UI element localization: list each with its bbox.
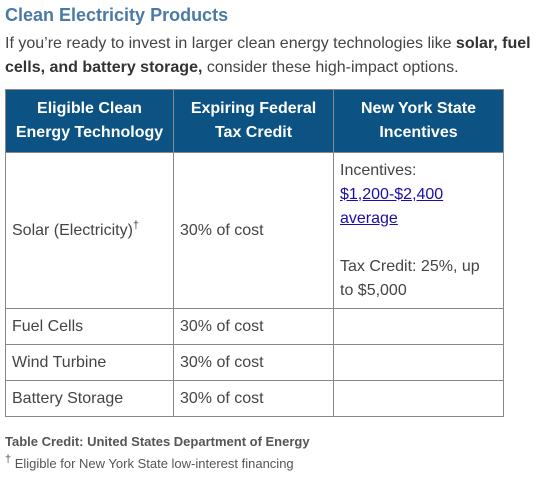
- cell-incentives: Incentives: $1,200-$2,400 average Tax Cr…: [333, 152, 504, 309]
- cell-tax-credit: 30% of cost: [173, 380, 334, 417]
- cell-tax-credit: 30% of cost: [173, 152, 334, 309]
- products-table: Eligible Clean Energy Technology Expirin…: [5, 89, 504, 417]
- header-federal-credit: Expiring Federal Tax Credit: [173, 89, 334, 153]
- footnote-text: Eligible for New York State low-interest…: [11, 456, 294, 471]
- table-row: Fuel Cells 30% of cost: [5, 308, 504, 345]
- cell-tax-credit: 30% of cost: [173, 344, 334, 381]
- table-row: Battery Storage 30% of cost: [5, 380, 504, 417]
- intro-paragraph: If you’re ready to invest in larger clea…: [5, 32, 537, 80]
- incentives-link[interactable]: $1,200-$2,400 average: [340, 185, 444, 227]
- footnote: † Eligible for New York State low-intere…: [5, 453, 294, 471]
- cell-incentives: [333, 308, 504, 345]
- table-row: Wind Turbine 30% of cost: [5, 344, 504, 381]
- cell-incentives: [333, 380, 504, 417]
- table-credit: Table Credit: United States Department o…: [5, 434, 310, 449]
- incentives-tax-credit: Tax Credit: 25%, up to $5,000: [340, 257, 480, 299]
- intro-text-start: If you’re ready to invest in larger clea…: [5, 35, 456, 52]
- intro-bold-text: solar, fuel cells, and battery storage,: [5, 35, 531, 76]
- table-row: Solar (Electricity)† 30% of cost Incenti…: [5, 152, 504, 309]
- intro-text-end: consider these high-impact options.: [202, 59, 459, 76]
- spacer: [340, 231, 497, 255]
- cell-technology: Fuel Cells: [5, 308, 174, 345]
- cell-technology: Solar (Electricity)†: [5, 152, 174, 309]
- table-header-row: Eligible Clean Energy Technology Expirin…: [5, 89, 504, 153]
- cell-incentives: [333, 344, 504, 381]
- incentives-label: Incentives:: [340, 161, 417, 179]
- cell-technology: Wind Turbine: [5, 344, 174, 381]
- cell-technology: Battery Storage: [5, 380, 174, 417]
- cell-tax-credit: 30% of cost: [173, 308, 334, 345]
- footnote-marker: †: [132, 219, 140, 232]
- header-technology: Eligible Clean Energy Technology: [5, 89, 174, 153]
- footnote-mark: †: [5, 453, 12, 466]
- header-state-incentives: New York State Incentives: [333, 89, 504, 153]
- technology-name: Solar (Electricity): [12, 221, 133, 239]
- section-title: Clean Electricity Products: [5, 5, 229, 25]
